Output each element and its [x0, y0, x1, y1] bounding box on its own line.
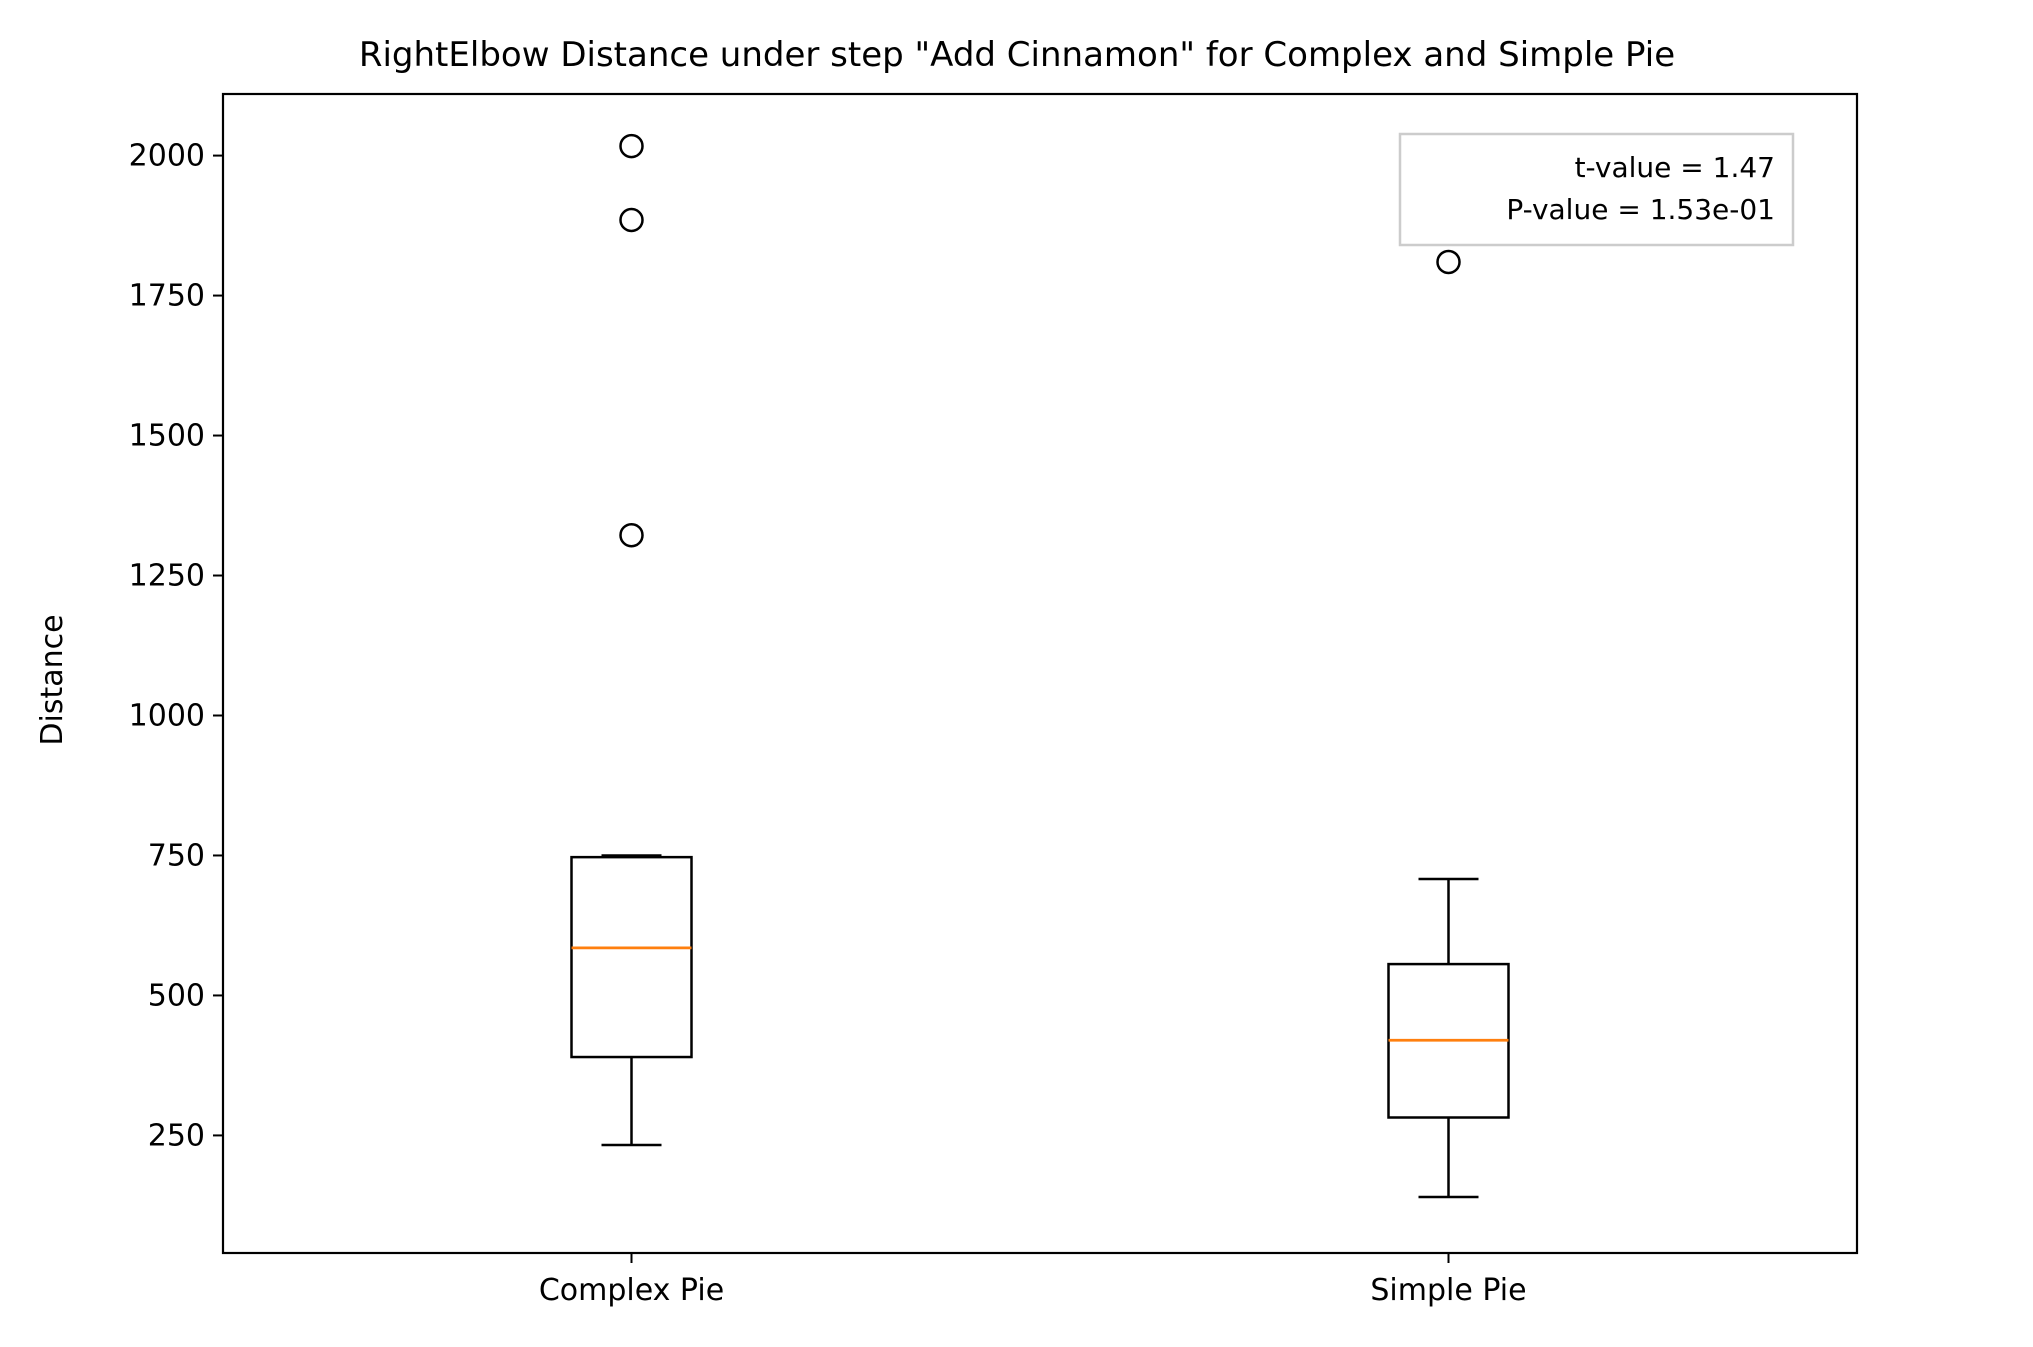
outlier-point	[1436, 249, 1461, 275]
t-value-text: t-value = 1.47	[1575, 151, 1775, 184]
stats-annotation: t-value = 1.47 P-value = 1.53e-01	[1398, 132, 1795, 247]
chart-title: RightElbow Distance under step "Add Cinn…	[359, 35, 1675, 75]
y-axis-label: Distance	[35, 614, 70, 745]
y-tick-label: 1750	[129, 279, 205, 314]
axes-frame	[221, 92, 1859, 1255]
outlier-point	[619, 133, 644, 159]
y-tick-label: 2000	[129, 139, 205, 174]
y-tick-label: 1500	[129, 419, 205, 454]
p-value-text: P-value = 1.53e-01	[1506, 193, 1775, 226]
annotation-box	[1398, 132, 1795, 247]
y-tick-label: 250	[148, 1118, 205, 1153]
y-tick-label: 500	[148, 978, 205, 1013]
outlier-point	[619, 522, 644, 548]
plot-area: 250 500 750 1000 1250 1500 1750 2000 Complex Pie…	[129, 92, 1859, 1308]
y-tick-label: 1000	[129, 698, 205, 733]
y-tick-label: 750	[148, 838, 205, 873]
x-tick-label: Complex Pie	[539, 1273, 724, 1308]
outlier-point	[619, 207, 644, 233]
y-tick-label: 1250	[129, 559, 205, 594]
box-iqr	[570, 855, 693, 1059]
x-tick-label: Simple Pie	[1370, 1273, 1526, 1308]
